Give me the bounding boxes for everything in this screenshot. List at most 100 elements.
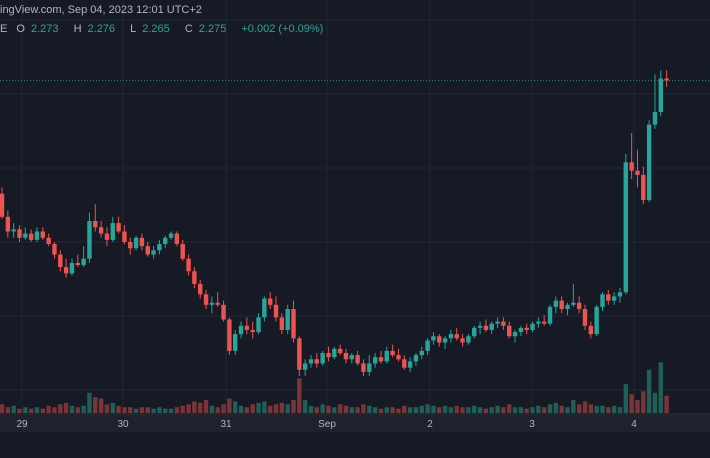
- low-value: 2.265: [142, 23, 170, 35]
- volume-bar: [46, 405, 51, 413]
- candle-body: [75, 262, 80, 265]
- candle-body: [87, 221, 92, 259]
- candle-body: [23, 233, 28, 238]
- candle-body: [396, 355, 401, 360]
- candle-body: [267, 298, 273, 305]
- candle-body: [168, 233, 174, 238]
- volume-bar: [28, 408, 34, 413]
- volume-bar: [302, 400, 308, 413]
- time-axis: [0, 414, 710, 432]
- volume-bar: [145, 407, 150, 413]
- candle-body: [367, 363, 372, 372]
- candle-body: [518, 327, 524, 333]
- candle-body: [250, 329, 255, 333]
- candle-body: [553, 300, 559, 307]
- volume-bar: [58, 404, 63, 413]
- volume-bar: [472, 405, 477, 413]
- low-label: L: [130, 23, 137, 35]
- volume-bar: [390, 407, 395, 413]
- candle-body: [658, 78, 663, 113]
- candle-body: [611, 296, 617, 301]
- candle-body: [372, 357, 378, 364]
- candle-body: [460, 338, 465, 343]
- candle-body: [40, 231, 46, 238]
- ohlc-readout: E O 2.273 H 2.276 L 2.265 C 2.275 +0.002 (+0…: [0, 23, 329, 35]
- candle-body: [390, 350, 395, 356]
- volume-bar: [133, 408, 139, 413]
- close-label: C: [184, 23, 193, 35]
- volume-bar: [378, 408, 384, 413]
- candle-body: [431, 336, 436, 341]
- volume-bar: [297, 378, 302, 413]
- volume-bar: [87, 392, 92, 413]
- volume-bar: [419, 405, 424, 413]
- ohlc-prefix: E: [0, 23, 8, 35]
- candle-body: [530, 323, 535, 330]
- volume-bar: [227, 398, 232, 413]
- volume-bar: [407, 407, 413, 413]
- volume-bar: [180, 405, 185, 413]
- candle-body: [116, 223, 121, 232]
- candle-body: [349, 355, 354, 360]
- volume-bar: [658, 362, 663, 413]
- candle-body: [606, 294, 611, 301]
- candle-body: [110, 223, 115, 240]
- volume-bar: [477, 407, 483, 413]
- candle-body: [233, 334, 238, 351]
- candle-body: [582, 309, 588, 326]
- volume-bar: [530, 407, 535, 413]
- volume-bar: [425, 404, 430, 413]
- volume-bar: [34, 407, 40, 413]
- volume-bar: [501, 407, 506, 413]
- volume-bar: [367, 405, 372, 413]
- x-tick-label: 31: [220, 419, 232, 430]
- candle-body: [320, 353, 325, 364]
- volume-bar: [238, 405, 244, 413]
- candle-body: [437, 336, 442, 343]
- volume-bar: [192, 401, 197, 413]
- volume-bar: [17, 408, 22, 413]
- x-tick-label: 30: [117, 419, 129, 430]
- volume-bar: [209, 405, 215, 413]
- candle-body: [501, 321, 506, 326]
- candle-body: [256, 317, 261, 333]
- volume-bar: [11, 405, 16, 413]
- candle-body: [361, 363, 366, 372]
- volume-bar: [273, 404, 279, 413]
- candle-body: [28, 233, 34, 240]
- candle-body: [17, 229, 22, 238]
- candle-body: [302, 363, 308, 370]
- candle-body: [652, 112, 658, 125]
- volume-bar: [122, 407, 127, 413]
- candle-body: [52, 244, 57, 255]
- volume-bar: [157, 407, 162, 413]
- volume-bar: [582, 401, 588, 413]
- volume-bar: [233, 401, 238, 413]
- candle-body: [541, 321, 547, 324]
- open-value: 2.273: [30, 23, 59, 35]
- candle-body: [355, 355, 360, 364]
- candle-body: [629, 162, 634, 171]
- volume-bar: [332, 407, 337, 413]
- volume-bar: [355, 407, 360, 413]
- volume-bar: [402, 405, 407, 413]
- volume-bar: [454, 405, 459, 413]
- candle-body: [238, 325, 244, 335]
- candle-body: [489, 323, 494, 330]
- volume-bar: [361, 404, 366, 413]
- candle-body: [262, 298, 267, 318]
- candle-body: [326, 353, 331, 358]
- candle-body: [192, 271, 197, 284]
- candle-body: [308, 359, 314, 364]
- close-value: 2.275: [198, 23, 227, 35]
- volume-bar: [110, 402, 115, 413]
- volume-bar: [541, 407, 547, 413]
- candle-body: [495, 321, 500, 324]
- volume-bar: [308, 405, 314, 413]
- volume-bar: [512, 407, 518, 413]
- candle-body: [442, 338, 448, 343]
- candle-body: [139, 237, 145, 247]
- volume-bar: [291, 400, 296, 413]
